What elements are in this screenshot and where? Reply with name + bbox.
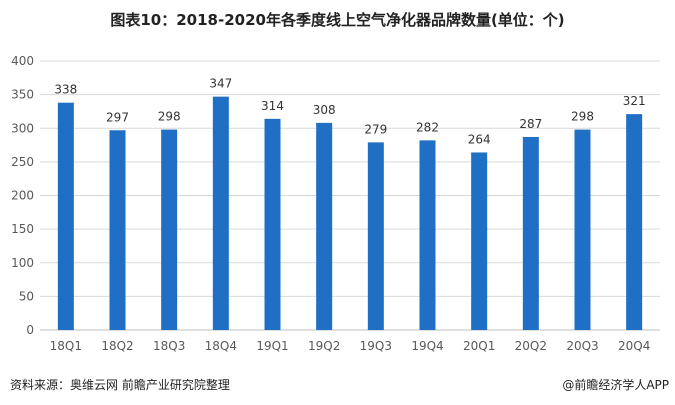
data-label: 297	[106, 110, 129, 124]
x-tick-label: 18Q4	[205, 339, 237, 353]
chart-title: 图表10：2018-2020年各季度线上空气净化器品牌数量(单位：个)	[110, 11, 565, 29]
y-tick-label: 200	[11, 189, 34, 203]
y-tick-label: 300	[11, 121, 34, 135]
x-tick-label: 19Q1	[256, 339, 288, 353]
x-tick-label: 20Q4	[618, 339, 650, 353]
x-tick-label: 19Q3	[360, 339, 392, 353]
bar	[264, 118, 281, 331]
data-label: 314	[261, 99, 284, 113]
footer: 资料来源：奥维云网 前瞻产业研究院整理 @前瞻经济学人APP	[0, 376, 675, 394]
x-tick-label: 19Q4	[411, 339, 443, 353]
brand-credit: @前瞻经济学人APP	[562, 378, 669, 392]
x-tick-label: 18Q1	[50, 339, 82, 353]
bar-chart: 0 50 100 150 200 250 300 350 400 338 18Q1 297 18Q2 29…	[11, 54, 660, 353]
y-tick-label: 400	[11, 54, 34, 68]
bar	[574, 129, 591, 330]
x-tick-label: 18Q3	[153, 339, 185, 353]
bar	[626, 114, 643, 330]
source-note: 资料来源：奥维云网 前瞻产业研究院整理	[10, 378, 230, 392]
bar	[212, 96, 229, 330]
bar	[161, 129, 178, 330]
data-label: 298	[158, 110, 181, 124]
bar	[419, 140, 436, 330]
data-label: 308	[313, 103, 336, 117]
y-tick-label: 50	[19, 289, 34, 303]
x-tick-label: 18Q2	[101, 339, 133, 353]
y-tick-label: 350	[11, 88, 34, 102]
y-tick-label: 150	[11, 222, 34, 236]
x-tick-label: 20Q1	[463, 339, 495, 353]
data-label: 264	[468, 132, 491, 146]
y-tick-label: 100	[11, 256, 34, 270]
data-label: 321	[623, 94, 646, 108]
y-tick-label: 250	[11, 155, 34, 169]
data-label: 279	[364, 122, 387, 136]
bar	[471, 152, 488, 330]
bar	[316, 122, 333, 331]
bar	[367, 142, 384, 330]
bar	[57, 102, 74, 330]
x-tick-label: 19Q2	[308, 339, 340, 353]
data-label: 338	[54, 83, 77, 97]
bar	[109, 130, 126, 330]
x-tick-label: 20Q3	[566, 339, 598, 353]
data-label: 282	[416, 120, 439, 134]
data-label: 298	[571, 110, 594, 124]
bar	[522, 136, 539, 330]
data-label: 287	[519, 117, 542, 131]
data-label: 347	[209, 77, 232, 91]
y-tick-label: 0	[26, 323, 34, 337]
x-tick-label: 20Q2	[515, 339, 547, 353]
